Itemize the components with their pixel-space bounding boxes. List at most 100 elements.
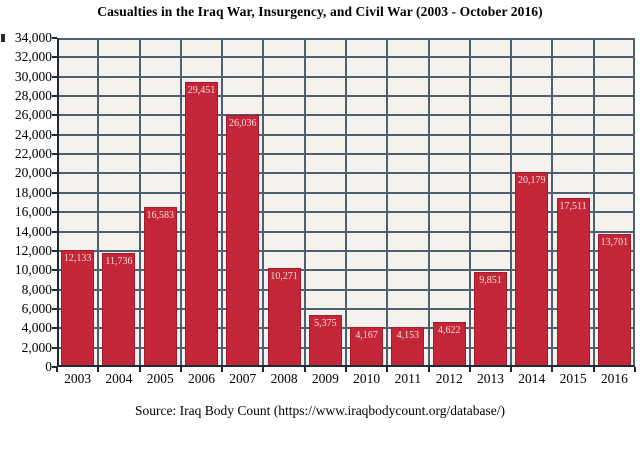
plot-frame-right (633, 38, 635, 367)
y-axis-tick (52, 191, 57, 194)
x-axis-tick (97, 367, 100, 372)
x-axis-tick (592, 367, 595, 372)
x-tick-label: 2003 (64, 371, 92, 386)
x-axis-tick (262, 367, 265, 372)
chart-title: Casualties in the Iraq War, Insurgency, … (97, 4, 543, 19)
y-axis-tick (52, 230, 57, 233)
bar-value-label: 12,133 (63, 252, 92, 264)
x-tick-label: 2008 (270, 371, 298, 386)
x-tick-label: 2010 (353, 371, 381, 386)
bar-value-label: 13,701 (600, 237, 629, 249)
y-axis-line (57, 38, 59, 367)
bar-value-label: 17,511 (559, 200, 587, 212)
y-axis-tick (52, 269, 57, 272)
x-axis-tick (551, 367, 554, 372)
x-tick-label: 2007 (229, 371, 257, 386)
y-tick-label: 10,000 (14, 262, 52, 278)
x-axis-tick (510, 367, 513, 372)
bar-value-label: 20,179 (518, 174, 546, 186)
y-tick-label: 16,000 (14, 204, 52, 220)
bar-2010 (350, 326, 384, 367)
bar-value-label: 11,736 (105, 256, 133, 268)
y-axis-tick (52, 366, 57, 368)
y-tick-label: 12,000 (14, 242, 52, 258)
source-caption: Source: Iraq Body Count (https://www.ira… (134, 403, 506, 418)
y-axis-tick (52, 56, 57, 59)
y-axis-tick (52, 133, 57, 136)
y-axis-tick (52, 346, 57, 349)
x-tick-label: 2011 (394, 371, 422, 386)
gridline-v (179, 38, 182, 367)
bar-value-label: 10,271 (270, 270, 298, 282)
x-axis-tick (138, 367, 141, 372)
gridline-v (468, 38, 471, 367)
gridline-v (97, 38, 100, 367)
y-axis-tick (52, 114, 57, 117)
y-axis-tick (52, 307, 57, 310)
y-tick-label: 32,000 (14, 49, 52, 65)
y-axis-tick (52, 95, 57, 98)
plot-area: 12,133 11,736 16,583 29,451 26,036 10,271 5,37… (57, 38, 635, 367)
scan-artifact (1, 34, 5, 42)
bar-2003 (61, 249, 95, 367)
x-tick-label: 2015 (559, 371, 587, 386)
gridline-v (551, 38, 554, 367)
y-tick-label: 22,000 (14, 146, 52, 162)
x-axis-tick (345, 367, 347, 372)
gridline-v (386, 38, 389, 367)
bar-value-label: 4,167 (355, 329, 378, 341)
x-axis-tick (386, 367, 389, 372)
bar-value-label: 9,851 (479, 274, 502, 286)
y-tick-label: 30,000 (14, 68, 52, 84)
y-tick-label: 18,000 (14, 184, 52, 200)
y-axis-tick (52, 153, 57, 156)
y-tick-label: 0 (45, 359, 52, 374)
y-tick-label: 34,000 (14, 30, 52, 45)
bar-2005 (143, 206, 177, 367)
x-axis-tick (56, 367, 58, 372)
y-tick-label: 28,000 (14, 88, 52, 104)
y-tick-label: 8,000 (21, 281, 52, 297)
y-tick-label: 14,000 (14, 223, 52, 239)
bar-2008 (267, 267, 301, 367)
x-tick-label: 2004 (105, 371, 133, 386)
y-axis-tick (52, 172, 57, 175)
x-axis-tick (221, 367, 224, 372)
bar-2013 (474, 271, 507, 367)
gridline-v (221, 38, 224, 367)
gridline-v (592, 38, 595, 367)
y-axis-tick (52, 249, 57, 252)
bar-value-label: 4,622 (437, 325, 461, 337)
bar-value-label: 29,451 (187, 85, 216, 97)
y-tick-label: 6,000 (21, 300, 52, 316)
gridline-v (262, 38, 265, 367)
gridline-v (510, 38, 513, 367)
x-tick-label: 2014 (518, 371, 546, 386)
bar-value-label: 5,375 (314, 317, 337, 329)
y-axis-tick (52, 288, 57, 291)
y-tick-label: 26,000 (14, 107, 52, 123)
bar-2006 (185, 82, 218, 367)
x-tick-label: 2016 (600, 371, 628, 386)
x-axis-tick (427, 367, 430, 372)
x-axis-tick (179, 367, 182, 372)
x-axis-tick (634, 367, 636, 372)
x-tick-label: 2013 (476, 371, 504, 386)
gridline-v (345, 38, 347, 367)
gridline-v (138, 38, 141, 367)
bar-2015 (556, 197, 590, 367)
x-tick-label: 2005 (146, 371, 174, 386)
bar-2014 (515, 171, 549, 367)
bar-2004 (102, 253, 136, 367)
x-axis-tick (468, 367, 471, 372)
x-axis-tick (303, 367, 306, 372)
y-tick-label: 4,000 (21, 320, 52, 336)
x-tick-label: 2012 (435, 371, 463, 386)
bar-2011 (391, 326, 425, 367)
x-tick-label: 2009 (311, 371, 339, 386)
bar-2012 (432, 322, 466, 367)
bar-value-label: 26,036 (229, 118, 257, 130)
y-tick-label: 20,000 (14, 165, 52, 181)
y-axis-tick (52, 327, 57, 330)
